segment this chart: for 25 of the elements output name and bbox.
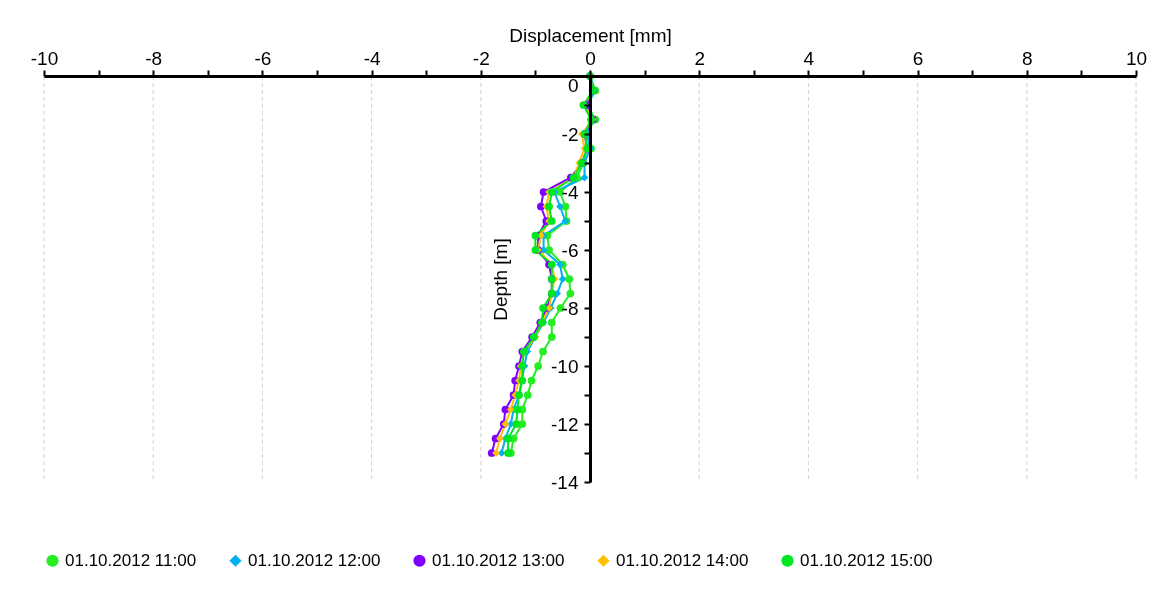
x-tick-label: 2 — [694, 47, 705, 69]
legend-label: 01.10.2012 11:00 — [65, 550, 197, 570]
x-tick-label: -2 — [472, 47, 490, 69]
legend-label: 01.10.2012 13:00 — [432, 550, 565, 570]
x-tick-label: 0 — [585, 47, 596, 69]
x-axis-title: Displacement [mm] — [509, 24, 672, 46]
x-tick-label: -6 — [254, 47, 272, 69]
x-tick-label: 6 — [912, 47, 924, 69]
y-tick-label: 0 — [567, 74, 579, 96]
x-tick-label: -10 — [30, 47, 59, 69]
y-tick-label: -10 — [551, 355, 579, 377]
legend-label: 01.10.2012 15:00 — [800, 550, 933, 570]
y-tick-label: -8 — [561, 297, 579, 319]
y-tick-label: -2 — [561, 123, 579, 145]
x-tick-label: 8 — [1022, 47, 1033, 69]
x-tick-label: -4 — [363, 47, 381, 69]
legend-label: 01.10.2012 12:00 — [248, 550, 381, 570]
x-tick-label: -8 — [145, 47, 163, 69]
y-tick-label: -12 — [551, 413, 579, 435]
y-axis-title: Depth [m] — [490, 238, 512, 321]
x-tick-label: 4 — [803, 47, 815, 69]
y-tick-label: -14 — [551, 471, 579, 493]
y-tick-label: -6 — [561, 239, 579, 261]
x-tick-label: 10 — [1125, 47, 1148, 69]
legend-label: 01.10.2012 14:00 — [616, 550, 749, 570]
